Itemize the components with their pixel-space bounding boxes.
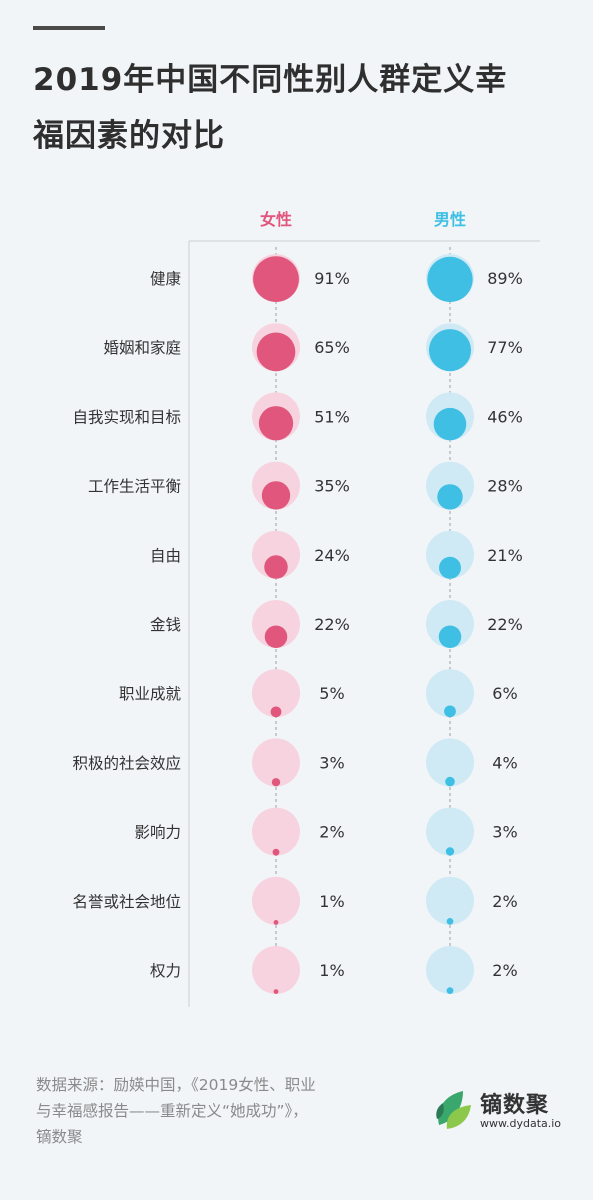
- value-label: 24%: [314, 546, 350, 565]
- category-label: 婚姻和家庭: [103, 339, 181, 357]
- bubble-value: [258, 406, 294, 441]
- bubble-background: [426, 807, 474, 856]
- bubble-value: [264, 555, 288, 579]
- bubble-background: [252, 600, 300, 648]
- title-line-1: 2019年中国不同性别人群定义幸: [33, 62, 508, 98]
- bubble-value: [428, 329, 472, 372]
- value-label: 2%: [319, 823, 344, 842]
- category-label: 健康: [150, 270, 181, 288]
- logo-url: www.dydata.io: [480, 1117, 562, 1130]
- source-line-1: 数据来源：励媖中国，《2019女性、职业: [36, 1076, 316, 1094]
- category-label: 影响力: [134, 824, 181, 842]
- value-label: 2%: [492, 961, 517, 980]
- bubble-background: [252, 876, 300, 925]
- bubble-value: [433, 407, 467, 441]
- bubble-value: [271, 778, 281, 787]
- bubble-value: [445, 776, 455, 787]
- bubble-value: [273, 920, 279, 925]
- bubble-value: [446, 918, 454, 925]
- source-line-3: 镝数聚: [36, 1128, 83, 1146]
- bubble-background: [252, 807, 300, 856]
- chart-title: 2019年中国不同性别人群定义幸 福因素的对比: [33, 52, 553, 164]
- top-accent-bar: [33, 26, 105, 30]
- bubble-background: [426, 738, 474, 787]
- series-header-male: 男性: [434, 210, 466, 229]
- category-label: 自由: [150, 547, 181, 565]
- bubble-background: [426, 600, 474, 648]
- category-label: 名誉或社会地位: [72, 893, 181, 911]
- bubble-value: [253, 256, 299, 302]
- value-label: 22%: [314, 615, 350, 634]
- bubble-background: [426, 530, 474, 579]
- value-label: 91%: [314, 269, 350, 288]
- bubble-background: [426, 876, 474, 925]
- bubble-value: [437, 484, 463, 510]
- value-label: 22%: [487, 615, 523, 634]
- bubble-value: [438, 625, 462, 648]
- bubble-background: [252, 946, 300, 994]
- value-label: 3%: [319, 753, 344, 772]
- bubble-value: [446, 987, 454, 994]
- bubble-background: [426, 946, 474, 994]
- brand-logo: 镝数聚 www.dydata.io: [433, 1085, 573, 1135]
- bubble-background: [426, 669, 474, 718]
- source-line-2: 与幸福感报告——重新定义“她成功”》，: [36, 1102, 308, 1120]
- bubble-value: [444, 705, 456, 718]
- category-label: 金钱: [150, 616, 181, 634]
- value-label: 1%: [319, 892, 344, 911]
- value-label: 65%: [314, 338, 350, 357]
- value-label: 3%: [492, 823, 517, 842]
- bubble-value: [264, 625, 288, 648]
- value-label: 1%: [319, 961, 344, 980]
- data-source-note: 数据来源：励媖中国，《2019女性、职业 与幸福感报告——重新定义“她成功”》，…: [36, 1072, 416, 1150]
- bubble-background: [252, 669, 300, 718]
- value-label: 46%: [487, 407, 523, 426]
- category-label: 积极的社会效应: [72, 753, 181, 772]
- category-label: 职业成就: [119, 685, 182, 703]
- value-label: 5%: [319, 684, 344, 703]
- bubble-background: [252, 738, 300, 787]
- value-label: 35%: [314, 477, 350, 496]
- bubble-value: [261, 481, 291, 510]
- bubble-value: [439, 556, 461, 579]
- bubble-value: [272, 848, 280, 856]
- bubble-value: [427, 256, 473, 302]
- logo-name: 镝数聚: [480, 1093, 550, 1118]
- bubble-background: [252, 530, 300, 579]
- category-label: 权力: [150, 962, 181, 980]
- category-label: 工作生活平衡: [88, 478, 181, 496]
- title-line-2: 福因素的对比: [33, 118, 225, 154]
- value-label: 77%: [487, 338, 523, 357]
- value-label: 2%: [492, 892, 517, 911]
- bubble-value: [273, 989, 279, 994]
- value-label: 51%: [314, 407, 350, 426]
- value-label: 28%: [487, 477, 523, 496]
- series-header-female: 女性: [260, 210, 292, 229]
- bubble-value: [270, 706, 282, 718]
- bubble-value: [445, 847, 455, 856]
- category-label: 自我实现和目标: [72, 408, 181, 426]
- leaf-logo-icon: [436, 1091, 471, 1129]
- value-label: 21%: [487, 546, 523, 565]
- value-label: 4%: [492, 753, 517, 772]
- bubble-value: [256, 332, 296, 372]
- value-label: 89%: [487, 269, 523, 288]
- value-label: 6%: [492, 684, 517, 703]
